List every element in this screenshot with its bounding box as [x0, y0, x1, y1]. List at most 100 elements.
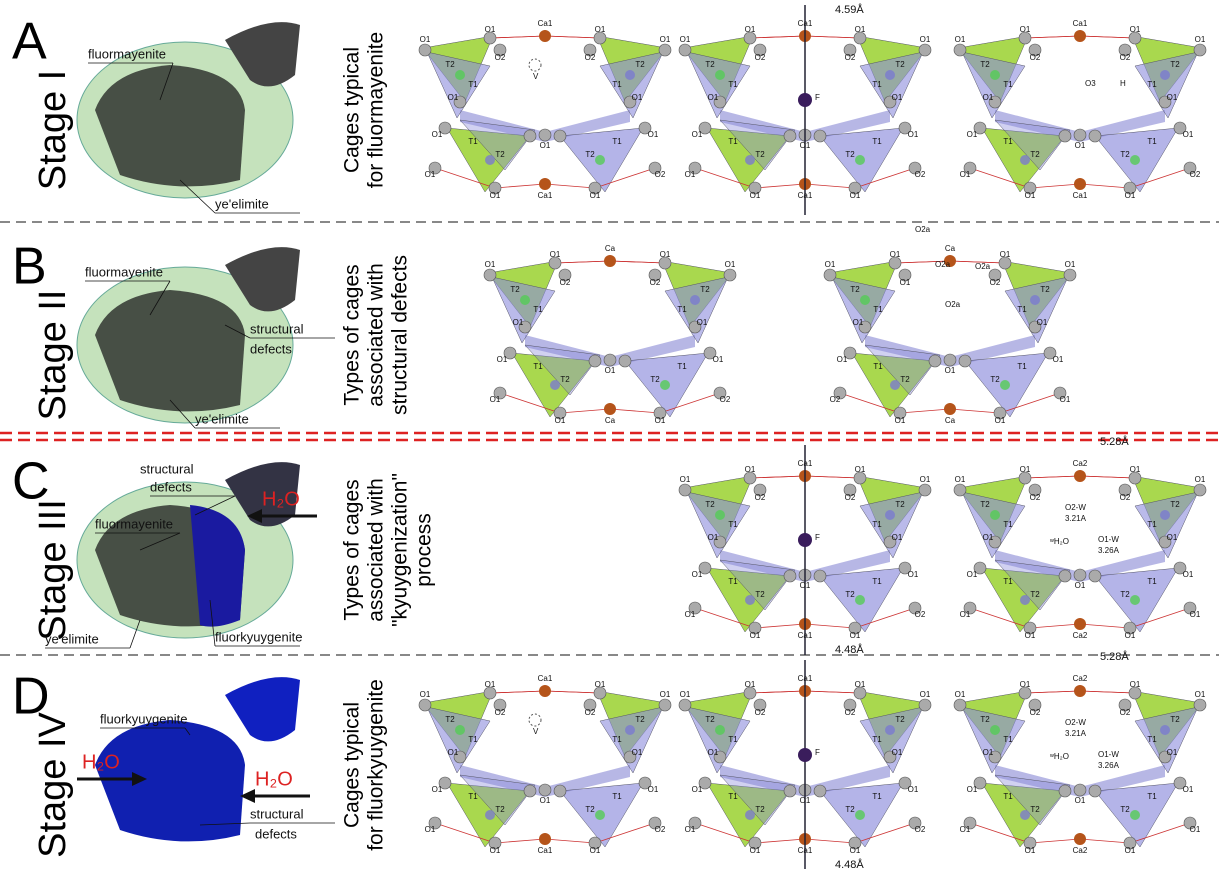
atom-label: O1: [540, 141, 551, 150]
atom-label: T1: [872, 137, 882, 146]
atom-label: O2: [495, 708, 506, 717]
atom-label: T1: [1147, 80, 1157, 89]
atom: [428, 161, 442, 175]
atom-label: T2: [700, 285, 710, 294]
grain: fluormayenite ye'elimite: [76, 22, 300, 214]
atom: [1074, 30, 1086, 42]
atom-label: O1: [632, 748, 643, 757]
atom-label: T1: [728, 80, 738, 89]
atom: [990, 725, 1000, 735]
atom: [660, 380, 670, 390]
atom: [1088, 569, 1102, 583]
atom: [888, 256, 902, 270]
atom-label: T2: [495, 150, 505, 159]
atom: [488, 181, 502, 195]
atom-label: O2: [1030, 53, 1041, 62]
atom-label: Ca1: [798, 674, 813, 683]
atom-label: T2: [705, 500, 715, 509]
atom: [418, 43, 432, 57]
atom-label: T2: [1040, 285, 1050, 294]
atom: [988, 535, 1002, 549]
grain-label: structural: [250, 806, 304, 821]
atom: [625, 725, 635, 735]
atom: [595, 810, 605, 820]
atom-label: O2: [915, 825, 926, 834]
atom-label: O1: [837, 355, 848, 364]
atom: [1074, 618, 1086, 630]
atom-label: Ca1: [538, 846, 553, 855]
atom-label: T1: [872, 577, 882, 586]
atom-label: O1: [1130, 680, 1141, 689]
annotation: F: [815, 93, 820, 102]
atom-label: T1: [468, 792, 478, 801]
atom: [593, 686, 607, 700]
atom-label: O1: [497, 355, 508, 364]
atom: [1018, 471, 1032, 485]
grain-label: H₂O: [255, 768, 293, 790]
atom-label: T1: [1003, 80, 1013, 89]
atom-label: O1: [590, 846, 601, 855]
atom: [1173, 776, 1187, 790]
leader: [169, 399, 196, 429]
atom-label: O1: [1167, 93, 1178, 102]
atom: [713, 95, 727, 109]
grain-label: H₂O: [262, 488, 300, 510]
stage-label: Stage IV: [32, 711, 74, 857]
tetrahedron: [686, 706, 751, 774]
atom: [745, 155, 755, 165]
atom-label: T1: [612, 792, 622, 801]
atom-label: Ca1: [798, 191, 813, 200]
atom: [753, 483, 767, 497]
tetrahedron: [961, 706, 1026, 774]
atom: [1123, 181, 1137, 195]
tetrahedron: [599, 706, 664, 774]
grain-label: structural: [250, 321, 304, 336]
grain-label: defects: [250, 341, 292, 356]
atom-label: O1: [908, 570, 919, 579]
atom: [1053, 386, 1067, 400]
atom-label: O1: [1167, 748, 1178, 757]
atom: [418, 698, 432, 712]
atom: [583, 43, 597, 57]
panel-letter: A: [12, 13, 47, 71]
atom-label: O1: [448, 93, 459, 102]
atom-label: O1: [967, 785, 978, 794]
atom: [1173, 561, 1187, 575]
atom-label: T1: [677, 305, 687, 314]
atom-label: O1: [680, 690, 691, 699]
tetrahedron: [961, 51, 1026, 119]
cage: O1 O1 Ca O1 O1 O2 O2 T2 T2 T1 T1 O1 O1 O1 O1 T1 T1 T2 T2 O1…: [483, 244, 737, 425]
atom: [1158, 535, 1172, 549]
atom-label: T2: [850, 285, 860, 294]
atom-label: O1: [955, 475, 966, 484]
atom-label: O1: [900, 278, 911, 287]
atom-label: Ca1: [1073, 191, 1088, 200]
atom: [973, 776, 987, 790]
atom-label: Ca1: [538, 191, 553, 200]
vacancy: [528, 713, 542, 727]
grain-piece: [225, 462, 300, 527]
annotation: V: [533, 727, 539, 736]
atom-label: T1: [1147, 792, 1157, 801]
atom-label: T1: [1017, 305, 1027, 314]
atom-label: O1: [685, 825, 696, 834]
atom-label: Ca: [945, 244, 956, 253]
atom-label: T2: [635, 60, 645, 69]
grain-piece: [225, 677, 300, 742]
atom: [1028, 698, 1042, 712]
atom-label: T1: [728, 577, 738, 586]
atom: [603, 353, 617, 367]
atom: [1020, 595, 1030, 605]
atom-label: T2: [895, 715, 905, 724]
atom: [1130, 810, 1140, 820]
atom-label: O1: [1190, 825, 1201, 834]
atom: [944, 403, 956, 415]
atom-label: T2: [705, 60, 715, 69]
grain-label: fluorkyuygenite: [215, 629, 302, 644]
atom: [963, 816, 977, 830]
atom: [813, 569, 827, 583]
atom: [953, 483, 967, 497]
atom-label: O1: [825, 260, 836, 269]
atom: [1118, 43, 1132, 57]
atom-label: O1: [1195, 475, 1206, 484]
